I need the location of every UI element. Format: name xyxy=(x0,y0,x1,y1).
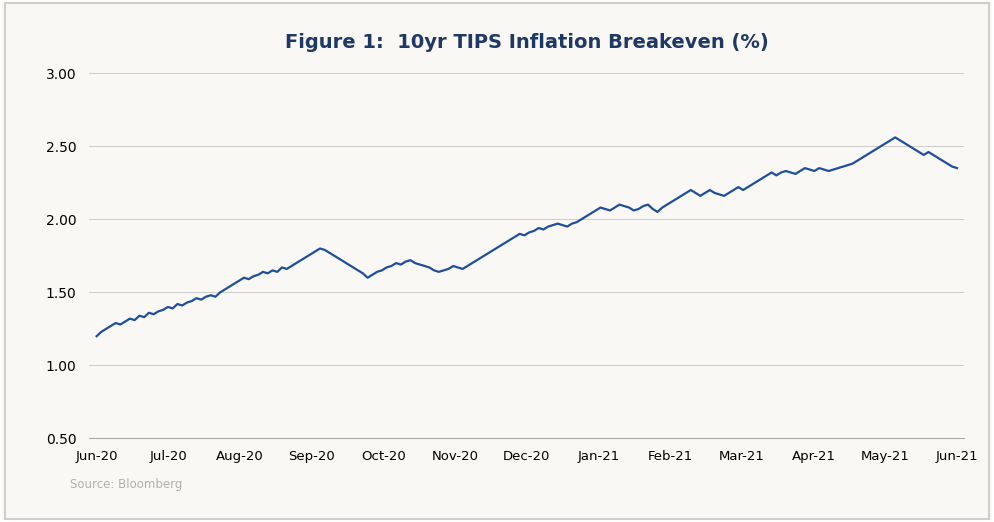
Text: Source: Bloomberg: Source: Bloomberg xyxy=(70,478,182,491)
Title: Figure 1:  10yr TIPS Inflation Breakeven (%): Figure 1: 10yr TIPS Inflation Breakeven … xyxy=(285,33,768,52)
